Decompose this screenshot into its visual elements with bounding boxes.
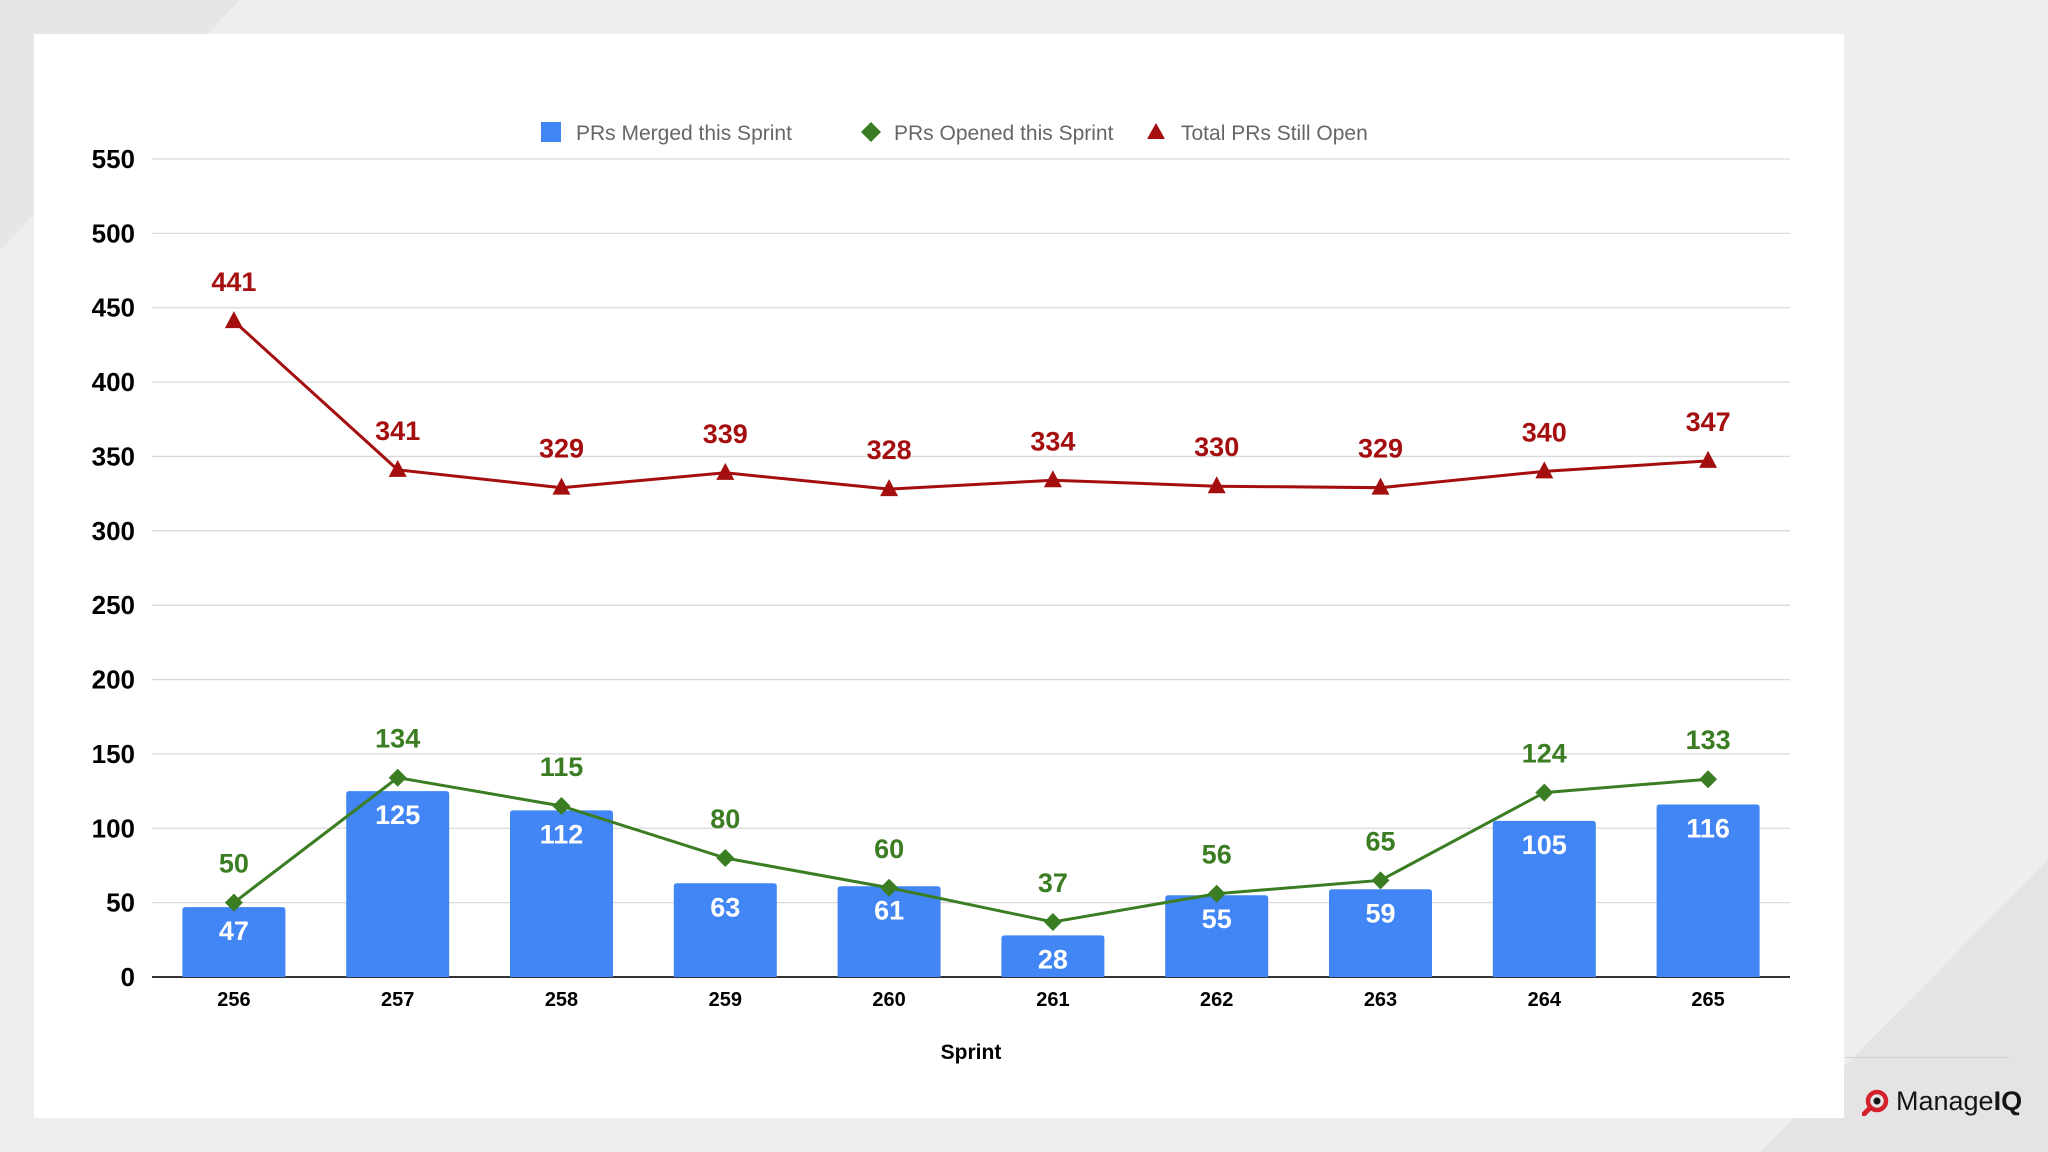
opened-series-point [1207,884,1226,903]
brand-name-suffix: IQ [1993,1086,2023,1116]
bar [837,886,941,977]
still-open-series-data-label: 441 [211,267,256,297]
legend-swatch-still-open [1147,123,1165,139]
bar-data-label: 61 [874,895,904,925]
opened-series-data-label: 56 [1202,840,1232,870]
still-open-series-data-label: 341 [375,416,420,446]
bar-data-label: 112 [540,819,584,849]
bar [1329,889,1432,977]
still-open-series-data-label: 334 [1030,426,1075,456]
still-open-series-point [1207,476,1226,494]
legend-label-still-open: Total PRs Still Open [1181,122,1368,145]
legend-swatch-opened [861,122,881,142]
x-tick-label: 257 [381,989,414,1011]
bar [1001,935,1105,977]
bar [1165,895,1269,977]
opened-series-point [716,849,735,868]
still-open-series-data-label: 329 [1358,434,1403,464]
bar-data-label: 47 [219,916,249,946]
y-tick-label: 0 [121,962,135,992]
combo-chart: 0 50 100 150 200 250 300 350 400 450 500 550 256 257 2… [92,122,1790,1064]
still-open-series-data-label: 330 [1194,432,1239,462]
opened-series-point [552,796,571,815]
y-tick-label: 150 [92,739,135,769]
opened-series-point [1043,912,1062,931]
x-tick-label: 265 [1691,989,1724,1011]
opened-series-data-label: 65 [1365,826,1395,856]
opened-series-data-label: 133 [1686,725,1731,755]
still-open-series-point [1699,450,1718,468]
still-open-series-line [232,320,1709,491]
bar [510,810,613,977]
x-tick-label: 259 [709,989,742,1011]
still-open-series-point [388,459,407,477]
y-tick-label: 450 [92,293,135,323]
opened-series-data-label: 37 [1038,868,1068,898]
y-tick-label: 250 [92,590,135,620]
opened-series-data-label: 124 [1522,739,1567,769]
x-tick-label: 262 [1200,989,1233,1011]
x-tick-label: 261 [1036,989,1069,1011]
opened-series-data-label: 115 [540,752,584,782]
brand-name-prefix: Manage [1896,1086,1994,1116]
legend-label-opened: PRs Opened this Sprint [894,122,1114,145]
bar-data-label: 28 [1038,944,1068,974]
opened-series-data-label: 60 [874,834,904,864]
x-tick-label: 263 [1364,989,1397,1011]
bar [1656,804,1760,977]
still-open-series-data-label: 339 [703,419,748,449]
still-open-series-data-label: 347 [1686,407,1731,437]
still-open-series-point [880,479,899,497]
opened-series-line [232,776,1709,924]
still-open-series-point [716,462,735,480]
still-open-series-point [552,477,571,495]
x-tick-label: 264 [1528,989,1562,1011]
y-tick-label: 500 [92,218,135,248]
opened-series-data-label: 80 [710,804,740,834]
still-open-series-point [1535,461,1554,479]
y-tick-label: 350 [92,441,135,471]
still-open-series-data-label: 340 [1522,417,1567,447]
brand-logo: Manage IQ [1862,1086,2022,1117]
opened-series-point [1535,783,1554,802]
x-tick-label: 260 [872,989,905,1011]
opened-series-point [224,893,243,912]
bar-data-label: 63 [710,892,740,922]
bar-data-label: 116 [1686,813,1730,843]
opened-series-point [1699,770,1718,789]
y-tick-label: 200 [92,665,135,695]
bar [1492,820,1596,977]
y-tick-label: 300 [92,516,135,546]
y-tick-label: 100 [92,813,135,843]
bar-data-label: 59 [1365,898,1395,928]
y-tick-label: 400 [92,367,135,397]
still-open-series-point [1043,470,1062,488]
x-tick-label: 258 [545,989,578,1011]
bar [673,883,777,977]
opened-series-point [880,878,899,897]
still-open-series-data-label: 329 [539,434,584,464]
x-axis-title: Sprint [941,1041,1002,1064]
footer-divider [1845,1057,2009,1058]
y-tick-label: 550 [92,144,135,174]
y-tick-label: 50 [106,888,135,918]
still-open-series-data-label: 328 [867,435,912,465]
x-tick-label: 256 [217,989,250,1011]
bar [182,907,286,977]
bar [346,791,450,977]
bar-data-label: 55 [1202,904,1232,934]
manageiq-logo-icon [1862,1089,1889,1116]
opened-series-data-label: 134 [375,724,420,754]
legend-label-merged: PRs Merged this Sprint [576,122,792,145]
opened-series-data-label: 50 [219,849,249,879]
bar-data-label: 105 [1522,830,1567,860]
opened-series-point [1371,871,1390,890]
chart-card: 0 50 100 150 200 250 300 350 400 450 500 550 256 257 2… [34,34,1844,1118]
legend-swatch-merged [541,122,561,142]
still-open-series-point [224,311,243,329]
bar-data-label: 125 [375,800,420,830]
still-open-series-point [1371,477,1390,495]
opened-series-point [388,768,407,787]
